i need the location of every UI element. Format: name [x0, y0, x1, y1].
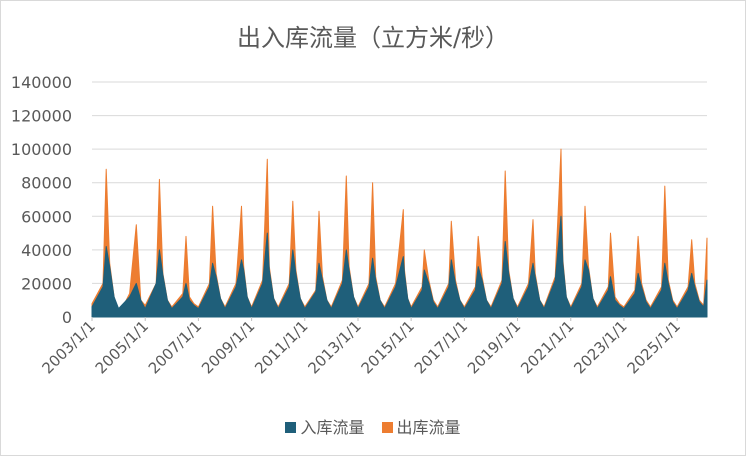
y-tick-label: 60000 — [21, 207, 72, 226]
legend-item-outflow[interactable]: 出库流量 — [381, 414, 461, 438]
legend-swatch-outflow — [381, 421, 393, 433]
x-tick-label: 2013/1/1 — [304, 317, 364, 377]
chart-title: 出入库流量（立方米/秒） — [236, 24, 510, 52]
legend-label-inflow: 入库流量 — [300, 418, 365, 437]
y-tick-label: 0 — [62, 308, 72, 327]
y-tick-label: 40000 — [21, 241, 72, 260]
y-tick-label: 80000 — [21, 174, 72, 193]
x-tick-label: 2011/1/1 — [251, 317, 311, 377]
series-layer — [91, 148, 708, 318]
x-tick-label: 2007/1/1 — [145, 317, 205, 377]
y-tick-label: 140000 — [11, 73, 72, 92]
x-tick-label: 2005/1/1 — [92, 317, 152, 377]
legend-item-inflow[interactable]: 入库流量 — [285, 414, 364, 438]
legend: 入库流量 出库流量 — [0, 414, 746, 438]
x-tick-label: 2023/1/1 — [570, 317, 630, 377]
x-tick-label: 2015/1/1 — [358, 317, 418, 377]
legend-swatch-inflow — [285, 421, 297, 433]
y-tick-label: 100000 — [11, 140, 72, 159]
y-tick-label: 120000 — [11, 107, 72, 126]
y-tick-label: 20000 — [21, 274, 72, 293]
x-tick-label: 2017/1/1 — [411, 317, 471, 377]
x-tick-label: 2021/1/1 — [517, 317, 577, 377]
series-inflow-area — [91, 215, 708, 318]
x-tick-label: 2025/1/1 — [624, 317, 684, 377]
x-tick-label: 2019/1/1 — [464, 317, 524, 377]
x-tick-label: 2009/1/1 — [198, 317, 258, 377]
legend-label-outflow: 出库流量 — [396, 418, 461, 437]
